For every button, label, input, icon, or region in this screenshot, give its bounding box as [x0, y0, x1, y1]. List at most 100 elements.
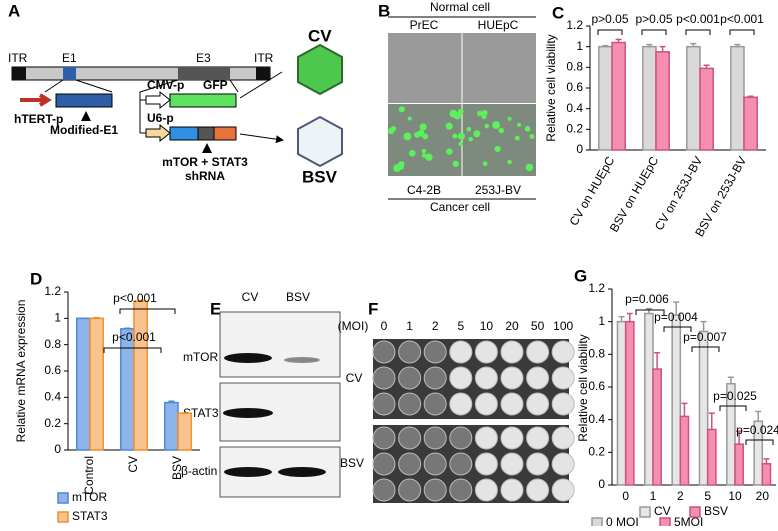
well — [474, 340, 498, 364]
label: STAT3 — [183, 406, 219, 420]
label: Normal cell — [430, 0, 490, 14]
band — [284, 357, 320, 363]
annotation: p=0.004 — [654, 310, 698, 324]
well — [474, 392, 498, 416]
legend-swatch — [591, 517, 603, 529]
well — [526, 452, 550, 476]
gfp-cell — [457, 132, 466, 140]
gfp-cell — [458, 141, 463, 147]
annotation: p=0.025 — [713, 389, 757, 403]
error-bar — [736, 430, 743, 445]
well — [551, 478, 575, 502]
y-tick-label: 0.4 — [588, 412, 605, 426]
label: shRNA — [185, 169, 225, 183]
label: 253J-BV — [475, 183, 521, 197]
well — [372, 478, 396, 502]
gene-box — [197, 126, 215, 141]
dose-label: 0 — [381, 319, 388, 333]
x-tick-label: 20 — [756, 489, 770, 503]
x-tick-label: 0 — [622, 489, 629, 503]
gfp-cell — [417, 129, 425, 137]
y-tick-label: 0 — [54, 442, 61, 456]
error-bar — [755, 410, 762, 422]
gfp-cell — [421, 153, 427, 158]
label: hTERT-p — [14, 112, 63, 126]
error-bar — [673, 301, 680, 316]
gene-box — [169, 93, 237, 108]
dose-label: 10 — [480, 319, 494, 333]
legend-swatch — [689, 506, 701, 518]
band — [224, 467, 272, 477]
error-bar — [645, 307, 652, 314]
gfp-cell — [452, 160, 459, 168]
gfp-cell — [525, 163, 534, 172]
e1-region — [63, 67, 76, 80]
label: Modified-E1 — [50, 123, 118, 137]
x-tick-label: CV — [126, 456, 140, 473]
bar — [644, 312, 654, 486]
panel-f: F (MOI) CV BSV — [338, 299, 575, 503]
error-bar — [763, 458, 770, 464]
label: ITR — [8, 51, 28, 65]
blot — [219, 311, 341, 378]
error-bar — [618, 316, 625, 322]
gfp-cell — [482, 161, 488, 167]
label: CV — [308, 26, 332, 45]
bracket — [641, 29, 667, 35]
x-tick-label: 5 — [704, 489, 711, 503]
gfp-cell — [481, 109, 488, 116]
x-tick-label: 10 — [728, 489, 742, 503]
gene-box — [169, 126, 199, 141]
well — [372, 392, 396, 416]
legend-label: mTOR — [72, 490, 107, 504]
well — [449, 426, 473, 450]
gfp-cell — [421, 148, 427, 154]
bar — [655, 51, 670, 151]
well — [551, 426, 575, 450]
promoter-arrow — [145, 123, 171, 143]
label: U6-p — [147, 111, 174, 125]
error-bar — [626, 312, 633, 322]
label: mTOR + STAT3 — [162, 155, 248, 169]
label: Cancer cell — [430, 200, 490, 214]
bar — [164, 401, 179, 451]
virus-bsv — [297, 115, 343, 168]
y-axis-label: Relative mRNA expression — [14, 300, 28, 443]
annotation: p<0.001 — [720, 12, 764, 26]
y-tick-label: 0.2 — [566, 122, 583, 136]
zoom-line — [44, 79, 113, 93]
gfp-cells — [387, 106, 535, 173]
well — [500, 340, 524, 364]
marker — [81, 111, 91, 121]
bracket — [745, 439, 774, 445]
bracket — [635, 309, 665, 315]
error-bar — [734, 43, 741, 47]
bar — [120, 328, 135, 451]
virus-cv — [297, 43, 343, 96]
label: CMV-p — [147, 78, 184, 92]
panel-label: C — [552, 3, 564, 22]
panel-label: B — [378, 1, 390, 20]
y-tick-label: 0.4 — [44, 390, 61, 404]
y-tick-label: 0.6 — [566, 80, 583, 94]
panel-label: E — [210, 299, 221, 318]
y-tick-label: 1 — [576, 39, 583, 53]
y-tick-label: 0.8 — [566, 60, 583, 74]
x-tick-label: 1 — [650, 489, 657, 503]
bracket — [597, 29, 623, 35]
y-tick-label: 0.8 — [588, 347, 605, 361]
gfp-cell — [407, 116, 412, 121]
gfp-cell — [398, 164, 404, 170]
bar — [624, 320, 635, 486]
well — [449, 340, 473, 364]
label: PrEC — [410, 18, 439, 32]
panel-e: E CV BSV mTOR STAT3 β-actin — [181, 290, 341, 498]
bar — [699, 67, 714, 151]
gfp-cell — [408, 149, 416, 157]
well — [398, 392, 422, 416]
error-bar — [690, 42, 697, 47]
y-axis-label: Relative cell viability — [576, 334, 590, 441]
well — [474, 452, 498, 476]
bar — [730, 45, 745, 151]
